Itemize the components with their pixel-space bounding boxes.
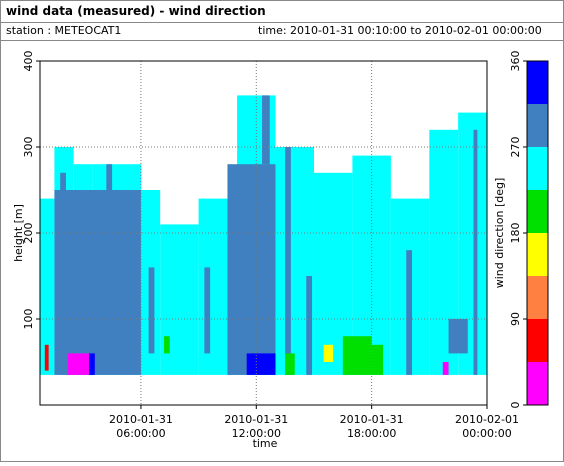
colorbar-bin	[527, 147, 548, 190]
y-tick-label: 100	[22, 309, 35, 330]
colorbar-bin	[527, 276, 548, 319]
colorbar-bin	[527, 61, 548, 104]
x-tick-label: 2010-01-31 06:00:00	[109, 413, 173, 440]
cell	[306, 276, 313, 375]
colorbar-tick-label: 90	[509, 312, 522, 326]
station: station : METEOCAT1	[6, 24, 121, 37]
cell	[442, 362, 449, 375]
x-tick-label: 2010-01-31 18:00:00	[340, 413, 404, 440]
cell	[54, 190, 141, 375]
y-tick-label: 400	[22, 51, 35, 72]
y-tick-label: 200	[22, 223, 35, 244]
colorbar-tick-label: 270	[509, 137, 522, 158]
cell	[406, 250, 413, 375]
cell	[473, 129, 478, 375]
cell	[148, 267, 155, 354]
x-tick-label-line: 06:00:00	[116, 427, 165, 440]
cell	[204, 267, 211, 354]
x-tick-label-line: 2010-01-31	[340, 413, 404, 426]
cell	[323, 344, 334, 362]
cell	[67, 353, 90, 375]
cell	[227, 164, 276, 375]
x-tick-label-line: 2010-01-31	[109, 413, 173, 426]
colorbar-bin	[527, 362, 548, 405]
chart-title: wind data (measured) - wind direction	[6, 4, 266, 18]
cell	[89, 353, 95, 375]
x-tick-label: 2010-02-01 00:00:00	[455, 413, 519, 440]
cell	[40, 198, 55, 375]
x-tick-label: 2010-01-31 12:00:00	[224, 413, 288, 440]
cell	[106, 164, 113, 190]
cell	[285, 147, 291, 375]
colorbar-tick-label: 0	[509, 402, 522, 409]
colorbar-bin	[527, 190, 548, 233]
x-tick-label-line: 2010-02-01	[455, 413, 519, 426]
x-tick-label-line: 12:00:00	[232, 427, 281, 440]
x-tick-label-line: 00:00:00	[462, 427, 511, 440]
cell	[371, 344, 384, 375]
period: time: 2010-01-31 00:10:00 to 2010-02-01 …	[258, 24, 542, 37]
cell	[262, 95, 270, 165]
cell	[448, 319, 468, 354]
x-axis-label: time	[253, 437, 278, 450]
cell	[246, 353, 276, 375]
y-axis-label: height [m]	[12, 204, 25, 262]
cell	[44, 344, 49, 371]
cell	[285, 353, 295, 375]
colorbar-tick-label: 360	[509, 51, 522, 72]
cell	[342, 336, 372, 375]
cell	[60, 172, 66, 375]
y-tick-label: 300	[22, 137, 35, 158]
colorbar-bin	[527, 319, 548, 362]
x-tick-label-line: 18:00:00	[347, 427, 396, 440]
colorbar-bin	[527, 233, 548, 276]
colorbar-bin	[527, 104, 548, 147]
x-tick-label-line: 2010-01-31	[224, 413, 288, 426]
colorbar-label: wind direction [deg]	[493, 178, 506, 289]
colorbar-tick-label: 180	[509, 223, 522, 244]
cell	[164, 336, 170, 354]
